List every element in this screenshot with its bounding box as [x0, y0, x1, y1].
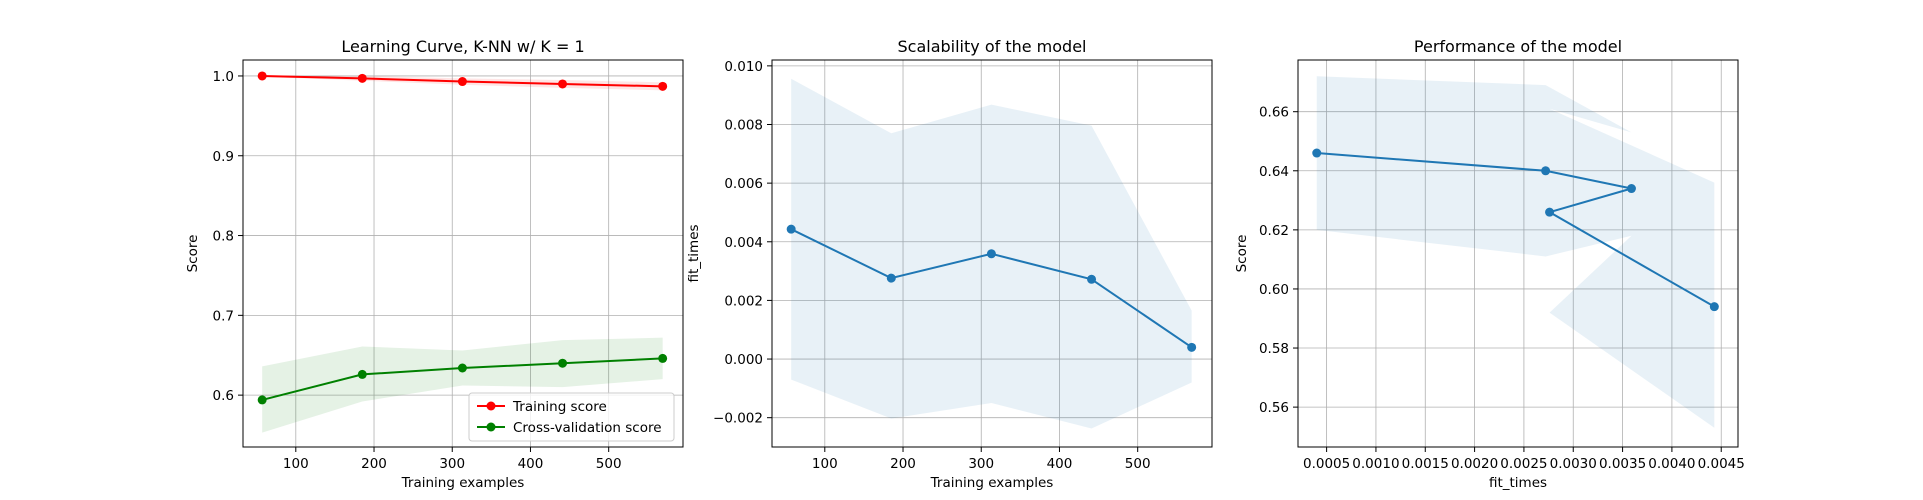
performance-title: Performance of the model	[1414, 37, 1622, 56]
performance-xlabel: fit_times	[1489, 475, 1547, 491]
scalability-panel: 100 200 300 400 500 −0.002 0.000 0.002 0.004 0.00…	[686, 37, 1213, 491]
series-1-point	[457, 363, 467, 373]
series-1-point	[357, 369, 367, 379]
learning-curve-ylabel: Score	[185, 235, 201, 273]
scalability-plot-area: 100 200 300 400 500 −0.002 0.000 0.002 0.004 0.00…	[713, 59, 1213, 472]
y-tick-label: 0.6	[213, 388, 234, 404]
y-tick-label: 1.0	[213, 69, 234, 85]
series-0-point	[786, 224, 796, 234]
y-tick-label: 0.64	[1259, 164, 1289, 180]
series-0-point	[457, 77, 467, 87]
x-tick-label: 300	[439, 456, 465, 472]
y-tick-label: 0.008	[724, 118, 763, 134]
series-0-point	[1087, 274, 1097, 284]
legend-training-label: Training score	[512, 399, 607, 415]
series-0-point	[558, 79, 568, 89]
learning-curve-xlabel: Training examples	[401, 475, 525, 491]
series-0-point	[1541, 166, 1551, 176]
legend-training-marker	[486, 401, 496, 411]
y-tick-label: 0.66	[1259, 105, 1289, 121]
series-0-confidence-band	[1316, 76, 1715, 428]
scalability-title: Scalability of the model	[898, 37, 1087, 56]
x-tick-label: 0.0015	[1402, 456, 1449, 472]
y-tick-label: 0.62	[1259, 223, 1289, 239]
learning-curve-title: Learning Curve, K-NN w/ K = 1	[341, 37, 584, 56]
x-tick-label: 0.0035	[1599, 456, 1646, 472]
series-0-point	[986, 249, 996, 259]
axes-frame	[242, 59, 684, 448]
performance-plot-area: 0.0005 0.0010 0.0015 0.0020 0.0025 0.0030 0.00…	[1259, 59, 1745, 472]
x-tick-label: 300	[968, 456, 994, 472]
learning-curve-panel: 100 200 300 400 500 0.6 0.7 0.8 0.9 1.0 Learning …	[185, 37, 684, 491]
series-0-point	[886, 273, 896, 283]
axes-frame	[1297, 59, 1739, 448]
x-tick-label: 200	[361, 456, 387, 472]
performance-ylabel: Score	[1234, 235, 1250, 273]
scalability-ylabel: fit_times	[686, 224, 702, 282]
x-tick-label: 0.0010	[1352, 456, 1399, 472]
axes-frame	[771, 59, 1213, 448]
series-1-point	[658, 353, 668, 363]
series-0-point	[1709, 302, 1719, 312]
learning-curve-plot-area: 100 200 300 400 500 0.6 0.7 0.8 0.9 1.0	[213, 59, 684, 472]
series-0-point	[357, 73, 367, 83]
series-0-point	[658, 81, 668, 91]
x-tick-label: 100	[812, 456, 838, 472]
x-tick-label: 0.0025	[1500, 456, 1547, 472]
y-tick-label: 0.56	[1259, 400, 1289, 416]
x-tick-label: 400	[518, 456, 544, 472]
y-tick-label: 0.002	[724, 293, 763, 309]
series-0-point	[1187, 342, 1197, 352]
y-tick-label: 0.000	[724, 352, 763, 368]
series-1-point	[558, 358, 568, 368]
y-tick-label: 0.60	[1259, 282, 1289, 298]
y-tick-label: 0.58	[1259, 341, 1289, 357]
x-tick-label: 100	[283, 456, 309, 472]
x-tick-label: 200	[890, 456, 916, 472]
x-tick-label: 0.0020	[1451, 456, 1498, 472]
x-tick-label: 500	[1125, 456, 1151, 472]
x-tick-label: 500	[596, 456, 622, 472]
series-0-point	[257, 71, 267, 81]
legend-frame	[468, 392, 675, 442]
y-tick-label: 0.7	[213, 308, 234, 324]
x-tick-label: 0.0045	[1698, 456, 1745, 472]
series-1-point	[257, 395, 267, 405]
learning-curve-legend: Training score Cross-validation score	[468, 392, 675, 442]
y-tick-label: 0.9	[213, 149, 234, 165]
series-0-point	[1545, 207, 1555, 217]
series-0-point	[1626, 184, 1636, 194]
y-tick-label: 0.004	[724, 235, 763, 251]
y-tick-label: −0.002	[713, 411, 763, 427]
performance-panel: 0.0005 0.0010 0.0015 0.0020 0.0025 0.0030 0.00…	[1234, 37, 1745, 491]
series-0-point	[1312, 148, 1322, 158]
y-tick-label: 0.010	[724, 59, 763, 75]
x-tick-label: 400	[1047, 456, 1073, 472]
scalability-xlabel: Training examples	[930, 475, 1054, 491]
legend-cv-marker	[486, 422, 496, 432]
legend-cv-label: Cross-validation score	[513, 420, 662, 436]
y-tick-label: 0.006	[724, 176, 763, 192]
y-tick-label: 0.8	[213, 229, 234, 245]
x-tick-label: 0.0040	[1648, 456, 1695, 472]
x-tick-label: 0.0005	[1303, 456, 1350, 472]
x-tick-label: 0.0030	[1550, 456, 1597, 472]
